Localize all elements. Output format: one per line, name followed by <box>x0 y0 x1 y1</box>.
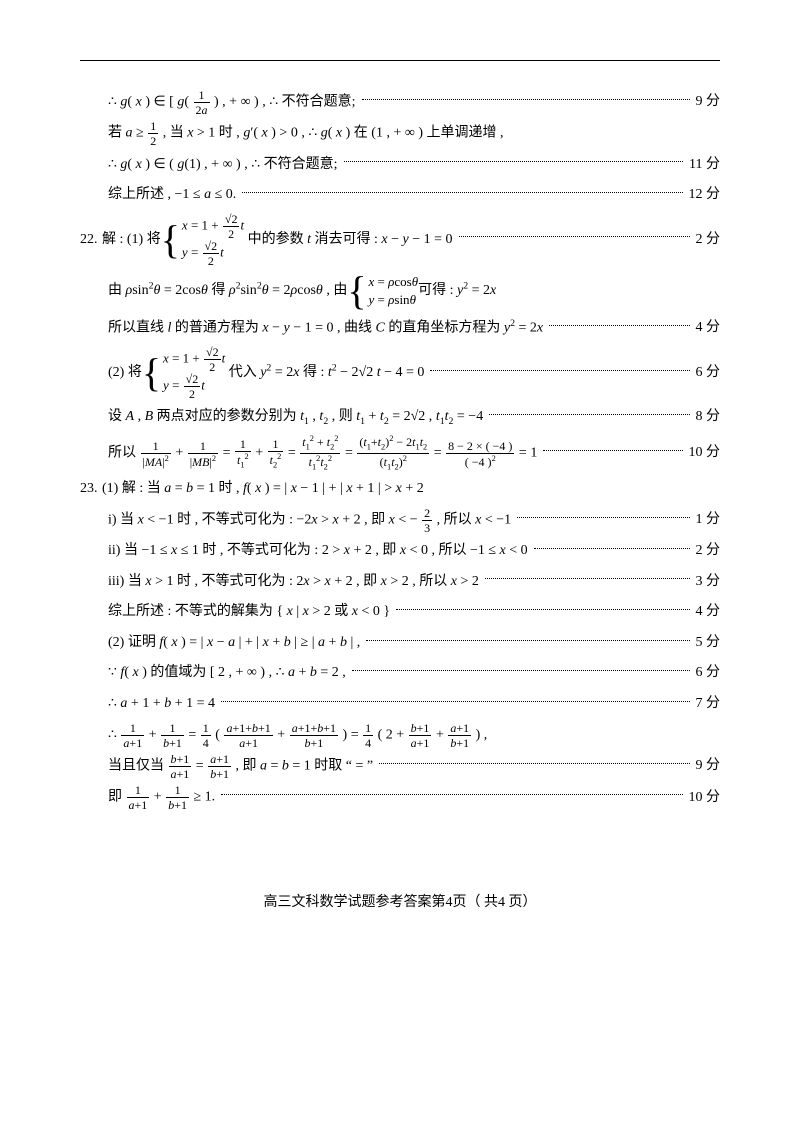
exam-line: (2) 证明 f( x ) = | x − a | + | x + b | ≥ … <box>80 630 720 657</box>
line-content: 由 ρsin2θ = 2cosθ 得 ρ2sin2θ = 2ρcosθ , 由{… <box>108 271 496 311</box>
exam-line: 当且仅当 b+1a+1 = a+1b+1 , 即 a = b = 1 时取 “ … <box>80 753 720 780</box>
leader-dots <box>221 701 689 702</box>
exam-line: 即 1a+1 + 1b+1 ≥ 1. 10 分 <box>80 784 720 811</box>
line-content: ∴ 1a+1 + 1b+1 = 14 ( a+1+b+1a+1 + a+1+b+… <box>108 722 487 749</box>
line-content: (2) 将{x = 1 + √22ty = √22t 代入 y2 = 2x 得 … <box>108 346 424 400</box>
line-content: 综上所述 : 不等式的解集为 { x | x > 2 或 x < 0 } <box>108 599 390 626</box>
leader-dots <box>242 192 682 193</box>
line-content: (2) 证明 f( x ) = | x − a | + | x + b | ≥ … <box>108 630 360 657</box>
score-label: 11 分 <box>689 152 720 179</box>
line-content: 解 : (1) 将{x = 1 + √22ty = √22t 中的参数 t 消去… <box>102 213 453 267</box>
score-label: 1 分 <box>696 507 721 534</box>
exam-line: i) 当 x < −1 时 , 不等式可化为 : −2x > x + 2 , 即… <box>80 507 720 534</box>
score-label: 7 分 <box>696 691 721 718</box>
exam-line: 若 a ≥ 12 , 当 x > 1 时 , g′( x ) > 0 , ∴ g… <box>80 120 720 147</box>
leader-dots <box>396 609 689 610</box>
leader-dots <box>379 763 689 764</box>
line-content: ii) 当 −1 ≤ x ≤ 1 时 , 不等式可化为 : 2 > x + 2 … <box>108 538 528 565</box>
exam-line: iii) 当 x > 1 时 , 不等式可化为 : 2x > x + 2 , 即… <box>80 569 720 596</box>
exam-line: ∴ g( x ) ∈ ( g(1) , + ∞ ) , ∴ 不符合题意; 11 分 <box>80 152 720 179</box>
score-label: 2 分 <box>696 538 721 565</box>
line-content: (1) 解 : 当 a = b = 1 时 , f( x ) = | x − 1… <box>102 476 424 503</box>
page-footer: 高三文科数学试题参考答案第4页（ 共4 页） <box>80 891 720 911</box>
line-content: 若 a ≥ 12 , 当 x > 1 时 , g′( x ) > 0 , ∴ g… <box>108 120 504 147</box>
score-label: 10 分 <box>689 440 721 467</box>
exam-line: ∴ 1a+1 + 1b+1 = 14 ( a+1+b+1a+1 + a+1+b+… <box>80 722 720 749</box>
line-content: ∴ g( x ) ∈ [ g( 12a ) , + ∞ ) , ∴ 不符合题意; <box>108 89 356 116</box>
leader-dots <box>221 794 682 795</box>
line-content: ∴ a + 1 + b + 1 = 4 <box>108 691 215 718</box>
exam-line: 所以直线 l 的普通方程为 x − y − 1 = 0 , 曲线 C 的直角坐标… <box>80 315 720 342</box>
line-content: 当且仅当 b+1a+1 = a+1b+1 , 即 a = b = 1 时取 “ … <box>108 753 373 780</box>
leader-dots <box>549 325 689 326</box>
score-label: 9 分 <box>696 89 721 116</box>
score-label: 2 分 <box>696 227 721 254</box>
score-label: 4 分 <box>696 599 721 626</box>
line-content: 综上所述 , −1 ≤ a ≤ 0. <box>108 182 236 209</box>
line-content: 即 1a+1 + 1b+1 ≥ 1. <box>108 784 215 811</box>
score-label: 5 分 <box>696 630 721 657</box>
exam-line: 综上所述 : 不等式的解集为 { x | x > 2 或 x < 0 } 4 分 <box>80 599 720 626</box>
leader-dots <box>459 236 690 237</box>
exam-line: 所以 1|MA|2 + 1|MB|2 = 1t12 + 1t22 = t12 +… <box>80 435 720 472</box>
leader-dots <box>344 161 684 162</box>
exam-line: 设 A , B 两点对应的参数分别为 t1 , t2 , 则 t1 + t2 =… <box>80 404 720 431</box>
line-content: ∵ f( x ) 的值域为 [ 2 , + ∞ ) , ∴ a + b = 2 … <box>108 660 346 687</box>
leader-dots <box>543 450 682 451</box>
line-content: 所以 1|MA|2 + 1|MB|2 = 1t12 + 1t22 = t12 +… <box>108 435 537 472</box>
question-number: 23. <box>80 476 102 503</box>
exam-line: 23.(1) 解 : 当 a = b = 1 时 , f( x ) = | x … <box>80 476 720 503</box>
score-label: 9 分 <box>696 753 721 780</box>
content-body: ∴ g( x ) ∈ [ g( 12a ) , + ∞ ) , ∴ 不符合题意;… <box>80 89 720 811</box>
leader-dots <box>430 370 689 371</box>
exam-line: ii) 当 −1 ≤ x ≤ 1 时 , 不等式可化为 : 2 > x + 2 … <box>80 538 720 565</box>
score-label: 10 分 <box>689 785 721 812</box>
leader-dots <box>517 517 689 518</box>
top-rule <box>80 60 720 61</box>
score-label: 8 分 <box>696 404 721 431</box>
exam-line: ∵ f( x ) 的值域为 [ 2 , + ∞ ) , ∴ a + b = 2 … <box>80 660 720 687</box>
score-label: 3 分 <box>696 569 721 596</box>
line-content: 设 A , B 两点对应的参数分别为 t1 , t2 , 则 t1 + t2 =… <box>108 404 483 431</box>
line-content: 所以直线 l 的普通方程为 x − y − 1 = 0 , 曲线 C 的直角坐标… <box>108 315 543 342</box>
score-label: 4 分 <box>696 315 721 342</box>
leader-dots <box>352 670 690 671</box>
question-number: 22. <box>80 227 102 254</box>
line-content: ∴ g( x ) ∈ ( g(1) , + ∞ ) , ∴ 不符合题意; <box>108 152 338 179</box>
line-content: iii) 当 x > 1 时 , 不等式可化为 : 2x > x + 2 , 即… <box>108 569 479 596</box>
exam-line: 22.解 : (1) 将{x = 1 + √22ty = √22t 中的参数 t… <box>80 213 720 267</box>
exam-line: 综上所述 , −1 ≤ a ≤ 0. 12 分 <box>80 182 720 209</box>
line-content: i) 当 x < −1 时 , 不等式可化为 : −2x > x + 2 , 即… <box>108 507 511 534</box>
leader-dots <box>362 99 690 100</box>
score-label: 6 分 <box>696 660 721 687</box>
leader-dots <box>366 640 689 641</box>
score-label: 12 分 <box>689 182 721 209</box>
exam-answer-page: ∴ g( x ) ∈ [ g( 12a ) , + ∞ ) , ∴ 不符合题意;… <box>0 0 800 1129</box>
exam-line: (2) 将{x = 1 + √22ty = √22t 代入 y2 = 2x 得 … <box>80 346 720 400</box>
exam-line: ∴ a + 1 + b + 1 = 4 7 分 <box>80 691 720 718</box>
leader-dots <box>489 414 689 415</box>
leader-dots <box>485 578 690 579</box>
exam-line: 由 ρsin2θ = 2cosθ 得 ρ2sin2θ = 2ρcosθ , 由{… <box>80 271 720 311</box>
score-label: 6 分 <box>696 360 721 387</box>
exam-line: ∴ g( x ) ∈ [ g( 12a ) , + ∞ ) , ∴ 不符合题意;… <box>80 89 720 116</box>
leader-dots <box>534 548 690 549</box>
